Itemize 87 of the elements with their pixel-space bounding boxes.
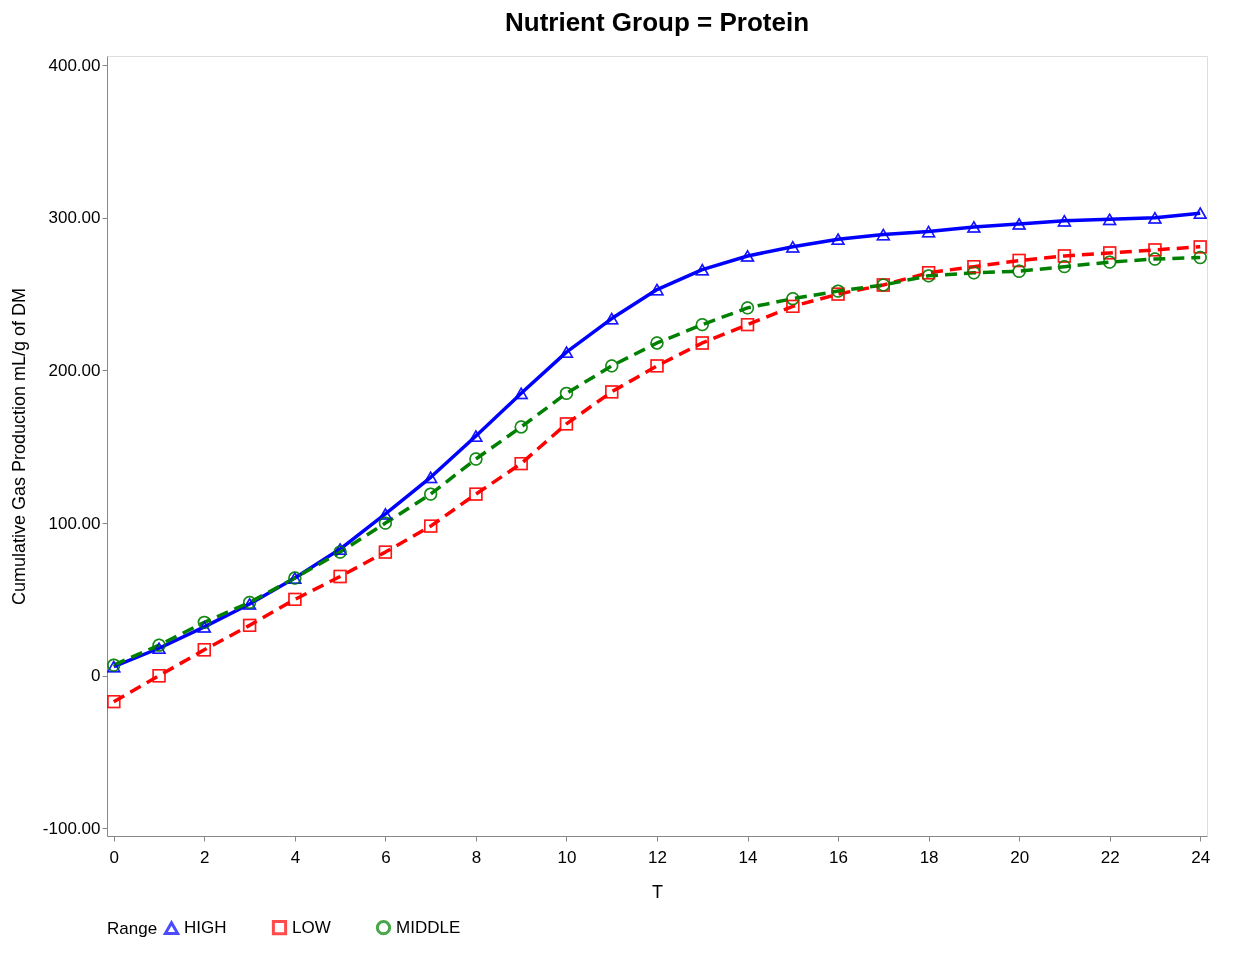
point	[378, 545, 393, 559]
point	[921, 225, 936, 238]
point	[559, 346, 574, 358]
legend-label: LOW	[292, 917, 331, 937]
point	[288, 592, 302, 607]
point	[786, 292, 800, 306]
legend-title: Range	[107, 919, 158, 938]
point	[695, 263, 709, 276]
point	[967, 221, 981, 233]
point	[967, 259, 981, 274]
point	[740, 250, 755, 262]
point	[469, 452, 483, 466]
x-tick-label: 20	[1010, 847, 1030, 867]
y-axis-title: Cumulative Gas Production mL/g of DM	[8, 287, 29, 606]
point	[650, 336, 664, 350]
point	[1193, 240, 1207, 254]
x-tick-label: 24	[1191, 847, 1211, 867]
point	[650, 283, 664, 296]
point	[1148, 211, 1162, 224]
chart-title: Nutrient Group = Protein	[504, 7, 810, 37]
point	[831, 233, 845, 246]
point	[695, 336, 709, 350]
point	[1103, 213, 1117, 226]
y-tick-label: 300.00	[48, 208, 101, 228]
y-tick-label: 200.00	[48, 360, 101, 380]
x-tick-label: 22	[1100, 847, 1120, 867]
x-tick-label: 16	[829, 847, 849, 867]
point	[378, 508, 393, 520]
point	[1148, 252, 1162, 266]
point	[333, 545, 347, 559]
y-tick-label: 400.00	[48, 55, 101, 75]
point	[107, 695, 121, 709]
x-tick-label: 18	[919, 847, 939, 867]
x-tick-label: 2	[200, 847, 210, 867]
point	[1057, 249, 1072, 263]
point	[1057, 214, 1072, 227]
y-tick-label: 0	[91, 666, 101, 686]
x-tick-label: 8	[471, 847, 482, 867]
point	[424, 519, 438, 533]
point	[1193, 250, 1207, 265]
point	[1103, 246, 1117, 260]
point	[197, 621, 211, 633]
point	[1148, 243, 1162, 257]
point	[197, 643, 211, 657]
point	[514, 420, 528, 434]
x-tick-label: 12	[648, 847, 667, 867]
point	[378, 516, 393, 530]
point	[469, 430, 483, 442]
point	[242, 618, 257, 633]
y-tick-label: -100.00	[42, 818, 101, 838]
point	[514, 387, 528, 400]
point	[514, 456, 528, 471]
point	[1012, 264, 1026, 278]
legend-label: HIGH	[184, 918, 227, 938]
x-tick-label: 4	[290, 847, 301, 867]
point	[1103, 255, 1117, 269]
point	[152, 642, 166, 655]
point	[559, 417, 574, 431]
point	[605, 385, 619, 399]
x-tick-label: 0	[109, 847, 120, 867]
point	[786, 240, 800, 253]
point	[967, 266, 981, 280]
point	[1057, 259, 1072, 274]
point	[559, 386, 574, 400]
point	[424, 471, 438, 484]
point	[197, 615, 211, 629]
x-tick-label: 6	[381, 847, 391, 867]
x-tick-label: 10	[557, 847, 577, 867]
x-tick-label: 14	[738, 847, 758, 867]
point	[786, 299, 800, 313]
point	[333, 569, 347, 584]
point	[424, 487, 438, 501]
point	[740, 301, 755, 315]
point	[876, 228, 890, 241]
point	[1012, 253, 1026, 268]
point	[650, 359, 664, 373]
point	[1012, 218, 1026, 230]
point	[152, 669, 166, 683]
point	[695, 318, 709, 332]
x-axis-title: T	[652, 881, 663, 902]
point	[469, 487, 483, 501]
point	[1193, 207, 1207, 220]
legend-label: MIDDLE	[396, 917, 461, 937]
y-tick-label: 100.00	[48, 513, 101, 533]
point	[605, 312, 619, 325]
point	[740, 317, 755, 332]
point	[605, 359, 619, 373]
